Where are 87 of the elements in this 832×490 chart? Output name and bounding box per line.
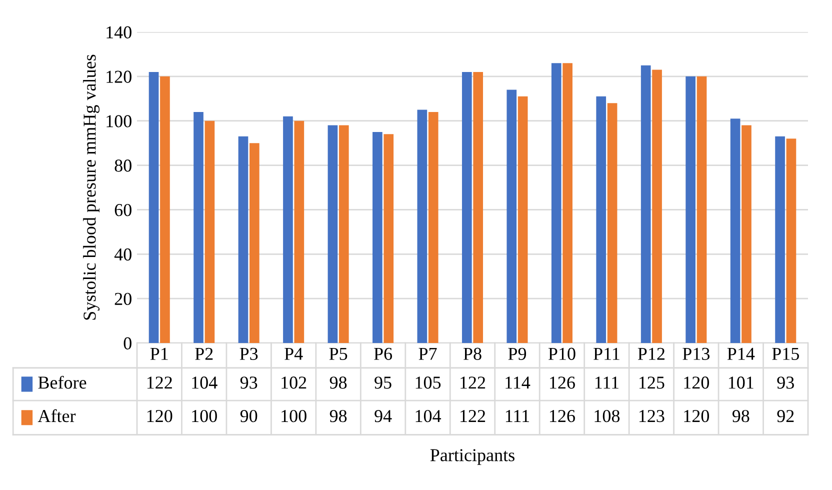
x-tick-label: P8 bbox=[463, 348, 482, 360]
bar bbox=[551, 63, 562, 343]
data-label: 120 bbox=[147, 410, 172, 422]
data-label: 111 bbox=[506, 410, 530, 422]
bar bbox=[148, 72, 159, 343]
x-tick-label: P1 bbox=[150, 348, 168, 360]
data-label: 114 bbox=[506, 376, 530, 389]
x-tick-label: P3 bbox=[240, 348, 258, 360]
bar bbox=[372, 132, 382, 343]
bar bbox=[384, 134, 394, 343]
data-label: 98 bbox=[330, 376, 347, 389]
bar bbox=[338, 125, 349, 343]
data-label: 100 bbox=[192, 410, 217, 422]
data-label: 93 bbox=[777, 376, 794, 389]
bar bbox=[238, 136, 248, 343]
x-tick-label: P14 bbox=[727, 348, 755, 360]
data-label: 104 bbox=[416, 410, 442, 422]
x-tick-label: P4 bbox=[284, 348, 303, 360]
data-label: 120 bbox=[684, 410, 710, 422]
x-tick-label: P6 bbox=[374, 348, 392, 360]
data-label: 95 bbox=[374, 376, 392, 389]
data-label: 93 bbox=[240, 376, 258, 389]
bar bbox=[562, 63, 572, 343]
bar bbox=[204, 120, 215, 343]
data-label: 104 bbox=[192, 376, 218, 389]
data-label: 100 bbox=[282, 410, 306, 422]
data-label: 126 bbox=[550, 410, 575, 422]
bar bbox=[462, 72, 472, 343]
bar bbox=[775, 136, 785, 343]
x-tick-label: P11 bbox=[594, 348, 620, 360]
x-tick-label: P2 bbox=[195, 348, 213, 360]
y-tick-label: 80 bbox=[114, 160, 132, 172]
bar bbox=[506, 90, 517, 343]
bar bbox=[283, 116, 293, 343]
bar bbox=[294, 120, 304, 343]
data-label: 98 bbox=[330, 410, 347, 422]
bar bbox=[473, 72, 484, 343]
x-tick-label: P12 bbox=[638, 348, 664, 360]
data-label: 92 bbox=[777, 410, 794, 422]
bar bbox=[428, 112, 438, 343]
bar bbox=[250, 143, 260, 343]
legend-label: After bbox=[38, 409, 76, 422]
data-label: 102 bbox=[282, 376, 306, 389]
x-tick-label: P5 bbox=[329, 348, 348, 360]
bar bbox=[786, 138, 796, 343]
bar bbox=[696, 76, 707, 343]
data-label: 94 bbox=[374, 410, 392, 422]
y-tick-label: 60 bbox=[114, 204, 132, 216]
data-label: 105 bbox=[416, 376, 441, 389]
y-tick-label: 140 bbox=[106, 26, 132, 38]
y-axis-title: Systolic blood presure mmHg values bbox=[83, 54, 100, 320]
bar bbox=[607, 103, 618, 343]
data-label: 123 bbox=[639, 410, 664, 422]
data-label: 122 bbox=[460, 376, 486, 389]
bar bbox=[194, 112, 204, 343]
x-tick-label: P15 bbox=[772, 348, 799, 360]
bar bbox=[730, 118, 740, 343]
y-tick-label: 20 bbox=[114, 292, 132, 306]
data-label: 101 bbox=[728, 376, 754, 389]
bar bbox=[742, 125, 752, 343]
legend-label: Before bbox=[38, 376, 86, 389]
data-label: 122 bbox=[147, 376, 172, 389]
bar bbox=[160, 76, 170, 343]
data-label: 108 bbox=[594, 410, 620, 422]
y-tick-label: 40 bbox=[114, 248, 132, 261]
bar bbox=[652, 70, 662, 343]
x-axis-title: Participants bbox=[430, 449, 514, 465]
y-tick-label: 100 bbox=[106, 115, 132, 128]
data-label: 125 bbox=[639, 376, 664, 389]
data-label: 90 bbox=[240, 410, 258, 422]
x-tick-label: P10 bbox=[548, 348, 576, 360]
data-label: 120 bbox=[684, 376, 710, 389]
x-tick-label: P9 bbox=[508, 348, 526, 360]
bar bbox=[640, 65, 651, 343]
bar bbox=[686, 76, 696, 343]
bar bbox=[328, 125, 338, 343]
x-tick-label: P13 bbox=[682, 348, 710, 360]
bar bbox=[417, 110, 428, 343]
x-tick-label: P7 bbox=[418, 348, 437, 360]
bar bbox=[596, 96, 606, 343]
y-tick-label: 120 bbox=[106, 70, 132, 83]
data-label: 126 bbox=[550, 376, 575, 389]
data-label: 122 bbox=[460, 410, 486, 422]
data-label: 98 bbox=[732, 410, 750, 422]
y-tick-label: 0 bbox=[124, 337, 132, 350]
bar bbox=[518, 96, 528, 343]
data-label: 111 bbox=[595, 376, 618, 389]
